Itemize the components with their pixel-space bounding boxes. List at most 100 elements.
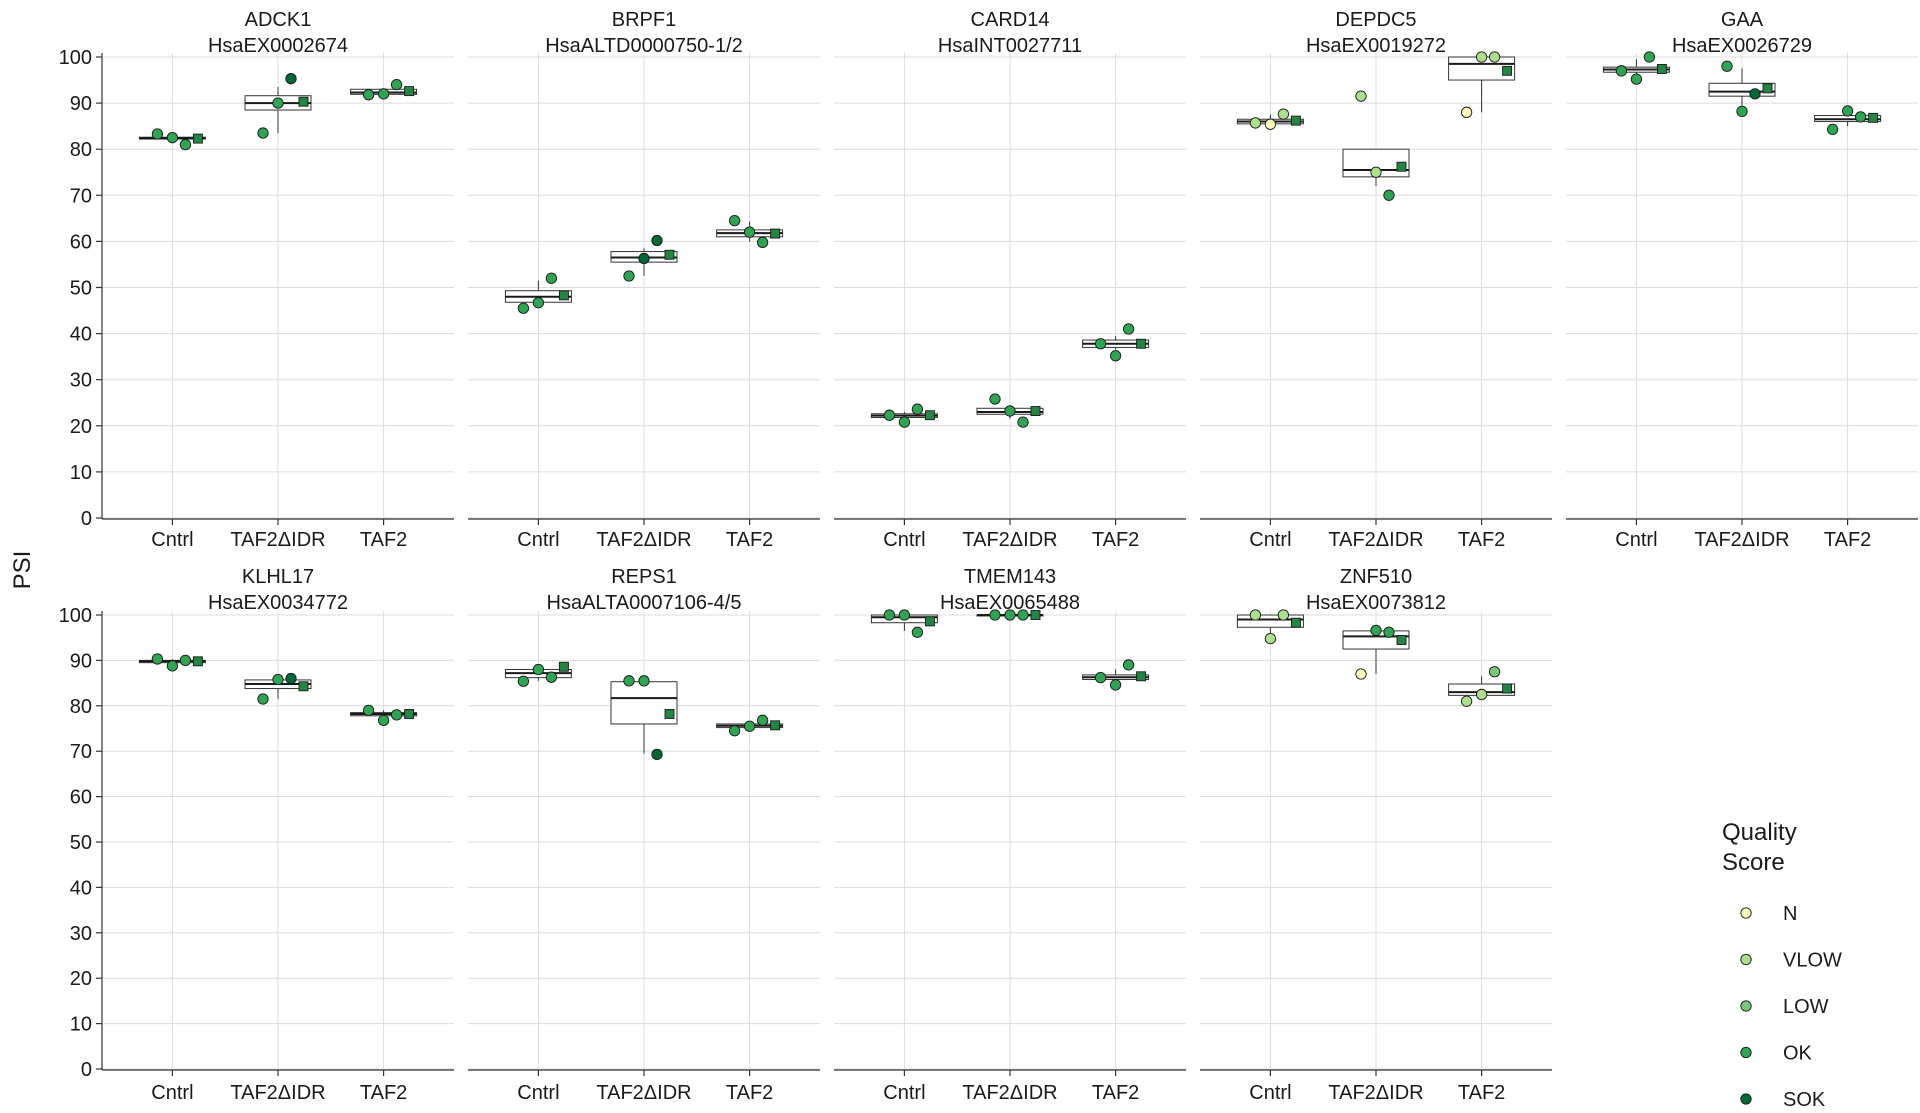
data-point bbox=[1370, 624, 1382, 637]
data-point bbox=[285, 672, 297, 685]
mean-marker bbox=[192, 133, 203, 144]
mean-marker bbox=[664, 709, 675, 719]
panel-gaa: Cntrl TAF2ΔIDR TAF2 GAA HsaEX0026729 bbox=[1566, 9, 1918, 551]
mean-marker bbox=[1396, 635, 1407, 645]
legend-label-ok: OK bbox=[1783, 1043, 1813, 1065]
x-tick-label: TAF2ΔIDR bbox=[596, 529, 691, 551]
data-point bbox=[257, 127, 269, 139]
data-point bbox=[638, 252, 650, 265]
mean-marker bbox=[1290, 115, 1301, 126]
data-point bbox=[179, 654, 192, 667]
data-point bbox=[1841, 105, 1854, 117]
y-tick-label: 40 bbox=[70, 877, 92, 899]
facet-title-event: HsaEX0002674 bbox=[208, 35, 348, 57]
y-tick-label: 10 bbox=[70, 1014, 92, 1036]
data-point bbox=[545, 272, 558, 284]
data-point bbox=[1460, 106, 1473, 118]
x-tick-label: Cntrl bbox=[1249, 529, 1291, 551]
x-tick-label: TAF2ΔIDR bbox=[1328, 529, 1423, 551]
y-tick-label: 0 bbox=[81, 1059, 92, 1081]
y-tick-label: 30 bbox=[70, 923, 92, 945]
data-point bbox=[1004, 405, 1016, 417]
facet-title-gene: TMEM143 bbox=[964, 566, 1056, 588]
y-tick-label: 40 bbox=[70, 324, 92, 346]
mean-marker bbox=[1290, 617, 1301, 628]
x-tick-label: Cntrl bbox=[151, 1082, 193, 1104]
data-point bbox=[1383, 626, 1395, 638]
data-point bbox=[651, 748, 663, 761]
legend-title: Quality bbox=[1722, 819, 1797, 846]
data-point bbox=[1109, 350, 1122, 362]
data-point bbox=[1475, 51, 1488, 63]
y-tick-label: 20 bbox=[70, 416, 92, 438]
data-point bbox=[1249, 117, 1262, 129]
facet-title-gene: KLHL17 bbox=[242, 566, 314, 588]
data-point bbox=[1355, 668, 1367, 680]
panel-tmem143: Cntrl TAF2ΔIDR TAF2 TMEM143 HsaEX0065488 bbox=[834, 566, 1186, 1104]
data-point bbox=[1277, 108, 1290, 120]
data-point bbox=[1017, 416, 1029, 428]
data-point bbox=[1122, 323, 1135, 335]
facet-title-event: HsaEX0073812 bbox=[1306, 592, 1446, 614]
data-point bbox=[1017, 609, 1029, 621]
data-point bbox=[166, 132, 179, 144]
data-point bbox=[151, 653, 164, 665]
x-tick-label: TAF2 bbox=[1458, 1082, 1505, 1104]
x-tick-label: TAF2 bbox=[1092, 1082, 1139, 1104]
panel-klhl17: 0 10 20 30 40 50 60 70 80 90 100 Cntrl TAF2ΔIDR TAF2 K… bbox=[59, 566, 454, 1104]
legend-label-sok: SOK bbox=[1783, 1089, 1826, 1111]
legend-label-n: N bbox=[1783, 903, 1797, 925]
data-point bbox=[377, 714, 390, 726]
data-point bbox=[1109, 679, 1122, 691]
x-tick-label: Cntrl bbox=[883, 1082, 925, 1104]
mean-marker bbox=[558, 290, 569, 301]
mean-marker bbox=[1868, 112, 1879, 123]
data-point bbox=[1370, 166, 1382, 178]
mean-marker bbox=[1656, 64, 1667, 74]
legend-swatch-vlow bbox=[1740, 953, 1752, 966]
data-point bbox=[743, 720, 756, 732]
data-point bbox=[1475, 688, 1488, 701]
y-tick-label: 60 bbox=[70, 787, 92, 809]
x-tick-label: Cntrl bbox=[151, 529, 193, 551]
data-point bbox=[362, 704, 375, 716]
y-tick-label: 30 bbox=[70, 370, 92, 392]
y-tick-label: 90 bbox=[70, 650, 92, 672]
data-point bbox=[1277, 609, 1290, 621]
data-point bbox=[756, 236, 769, 248]
data-point bbox=[272, 673, 284, 686]
data-point bbox=[179, 138, 192, 151]
legend-label-low: LOW bbox=[1783, 996, 1829, 1018]
data-point bbox=[1460, 695, 1473, 707]
facet-title-gene: CARD14 bbox=[971, 9, 1050, 31]
mean-marker bbox=[924, 616, 935, 627]
mean-marker bbox=[1502, 65, 1513, 76]
y-tick-label: 100 bbox=[59, 605, 92, 627]
data-point bbox=[390, 79, 403, 91]
y-tick-label: 0 bbox=[81, 508, 92, 530]
facet-title-gene: BRPF1 bbox=[612, 9, 676, 31]
facet-title-gene: ZNF510 bbox=[1340, 566, 1412, 588]
mean-marker bbox=[770, 228, 781, 239]
mean-marker bbox=[1762, 83, 1773, 94]
facet-title-event: HsaEX0065488 bbox=[940, 592, 1080, 614]
panel-depdc5: Cntrl TAF2ΔIDR TAF2 DEPDC5 HsaEX0019272 bbox=[1200, 9, 1552, 551]
mean-marker bbox=[924, 410, 935, 421]
x-tick-label: TAF2ΔIDR bbox=[962, 529, 1057, 551]
x-tick-label: Cntrl bbox=[1249, 1082, 1291, 1104]
x-tick-label: TAF2ΔIDR bbox=[230, 1082, 325, 1104]
y-tick-label: 60 bbox=[70, 231, 92, 253]
x-tick-label: TAF2 bbox=[726, 529, 773, 551]
box-1 bbox=[610, 681, 678, 725]
data-point bbox=[883, 409, 896, 421]
data-point bbox=[257, 693, 269, 705]
facet-title-event: HsaEX0034772 bbox=[208, 592, 348, 614]
data-point bbox=[532, 297, 545, 309]
y-tick-label: 50 bbox=[70, 278, 92, 300]
data-point bbox=[623, 270, 635, 282]
y-tick-label: 90 bbox=[70, 93, 92, 115]
facet-title-event: HsaEX0019272 bbox=[1306, 35, 1446, 57]
x-tick-label: Cntrl bbox=[883, 529, 925, 551]
data-point bbox=[545, 671, 558, 683]
data-point bbox=[756, 714, 769, 726]
